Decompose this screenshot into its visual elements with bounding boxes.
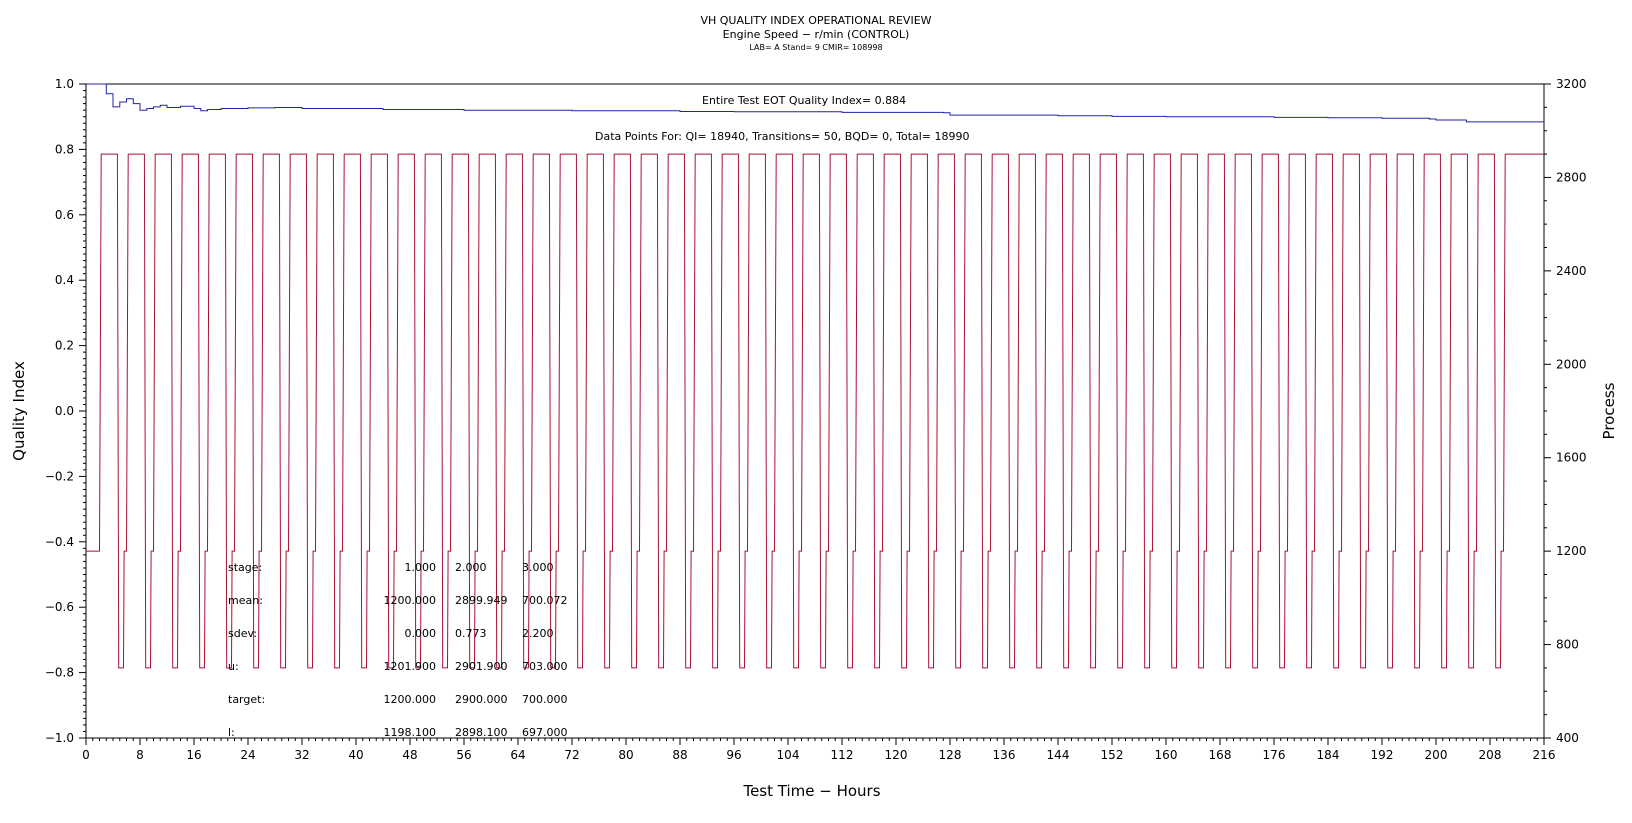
stats-cell: 2900.000 (455, 693, 508, 706)
stats-cell: 1.000 (405, 561, 437, 574)
y-left-tick-label: −0.8 (45, 666, 74, 680)
x-tick-label: 56 (456, 748, 471, 762)
y-right-tick-label: 2000 (1556, 357, 1587, 371)
stats-cell: 1200.000 (384, 693, 437, 706)
stats-row-label: sdev: (228, 627, 257, 640)
x-tick-label: 136 (993, 748, 1016, 762)
x-tick-label: 112 (831, 748, 854, 762)
x-tick-label: 208 (1479, 748, 1502, 762)
stats-row-label: mean: (228, 594, 263, 607)
y-left-tick-label: −0.4 (45, 535, 74, 549)
process-series-line (86, 153, 1544, 669)
x-tick-label: 216 (1533, 748, 1556, 762)
y-left-tick-label: −0.2 (45, 469, 74, 483)
x-tick-label: 96 (726, 748, 741, 762)
x-tick-label: 192 (1371, 748, 1394, 762)
x-axis-label: Test Time − Hours (742, 782, 880, 800)
stats-cell: 0.000 (405, 627, 437, 640)
x-tick-label: 160 (1155, 748, 1178, 762)
stats-cell: 3.000 (522, 561, 554, 574)
x-tick-label: 24 (240, 748, 255, 762)
x-tick-label: 184 (1317, 748, 1340, 762)
stats-table: stage: 1.000 2.000 3.000 mean: 1200.000 2899.9… (228, 561, 568, 739)
stats-cell: 0.773 (455, 627, 487, 640)
stats-cell: 1201.900 (384, 660, 437, 673)
y-right-tick-label: 800 (1556, 638, 1579, 652)
stats-cell: 1198.100 (384, 726, 437, 739)
x-tick-label: 16 (186, 748, 201, 762)
y-axis-right: 3200 2800 2400 2000 1600 1200 800 400 (1544, 77, 1587, 745)
x-axis: 0 8 16 24 32 40 48 56 64 72 80 88 96 104 112 120 128 136 1… (82, 738, 1555, 762)
stats-cell: 1200.000 (384, 594, 437, 607)
stats-cell: 700.072 (522, 594, 568, 607)
eot-quality-index-annotation: Entire Test EOT Quality Index= 0.884 (702, 94, 906, 107)
y-right-tick-label: 2400 (1556, 264, 1587, 278)
y-axis-left: 1.0 0.8 0.6 0.4 0.2 0.0 −0.2 −0.4 −0.6 −0.8 −1.0 (45, 77, 86, 745)
chart-subtitle: Engine Speed − r/min (CONTROL) (723, 28, 910, 41)
x-tick-label: 128 (939, 748, 962, 762)
stats-cell: 2901.900 (455, 660, 508, 673)
y-left-tick-label: 0.8 (55, 142, 74, 156)
stats-cell: 2899.949 (455, 594, 508, 607)
y-left-tick-label: −0.6 (45, 600, 74, 614)
x-tick-label: 104 (777, 748, 800, 762)
x-tick-label: 80 (618, 748, 633, 762)
x-tick-label: 48 (402, 748, 417, 762)
x-tick-label: 40 (348, 748, 363, 762)
y-left-tick-label: 0.6 (55, 208, 74, 222)
y-left-tick-label: 0.0 (55, 404, 74, 418)
y-axis-right-label: Process (1600, 382, 1618, 439)
x-tick-label: 120 (885, 748, 908, 762)
quality-index-series-line (86, 83, 1544, 123)
stats-row-label: u: (228, 660, 239, 673)
x-tick-label: 176 (1263, 748, 1286, 762)
stats-cell: 2.200 (522, 627, 554, 640)
x-tick-label: 152 (1101, 748, 1124, 762)
x-tick-label: 200 (1425, 748, 1448, 762)
y-left-tick-label: 0.4 (55, 273, 74, 287)
y-right-tick-label: 1200 (1556, 544, 1587, 558)
x-tick-label: 32 (294, 748, 309, 762)
stats-row-label: l: (228, 726, 235, 739)
stats-cell: 703.000 (522, 660, 568, 673)
stats-cell: 2.000 (455, 561, 487, 574)
y-left-tick-label: 0.2 (55, 339, 74, 353)
x-tick-label: 144 (1047, 748, 1070, 762)
x-tick-label: 0 (82, 748, 90, 762)
stats-cell: 697.000 (522, 726, 568, 739)
series-layer (86, 83, 1544, 669)
stats-row-label: stage: (228, 561, 262, 574)
chart-title: VH QUALITY INDEX OPERATIONAL REVIEW (700, 14, 931, 27)
y-left-tick-label: 1.0 (55, 77, 74, 91)
plot-border (85, 83, 1545, 739)
y-right-tick-label: 3200 (1556, 77, 1587, 91)
stats-cell: 700.000 (522, 693, 568, 706)
y-right-tick-label: 400 (1556, 731, 1579, 745)
x-tick-label: 72 (564, 748, 579, 762)
data-points-annotation: Data Points For: QI= 18940, Transitions=… (595, 130, 970, 143)
x-tick-label: 168 (1209, 748, 1232, 762)
x-tick-label: 8 (136, 748, 144, 762)
y-left-tick-label: −1.0 (45, 731, 74, 745)
y-right-tick-label: 1600 (1556, 451, 1587, 465)
y-right-tick-label: 2800 (1556, 170, 1587, 184)
y-axis-left-label: Quality Index (10, 361, 28, 461)
x-tick-label: 64 (510, 748, 525, 762)
stats-cell: 2898.100 (455, 726, 508, 739)
plot-frame (85, 83, 1545, 739)
stats-row-label: target: (228, 693, 265, 706)
x-tick-label: 88 (672, 748, 687, 762)
chart-subsubtitle: LAB= A Stand= 9 CMIR= 108998 (749, 43, 882, 52)
